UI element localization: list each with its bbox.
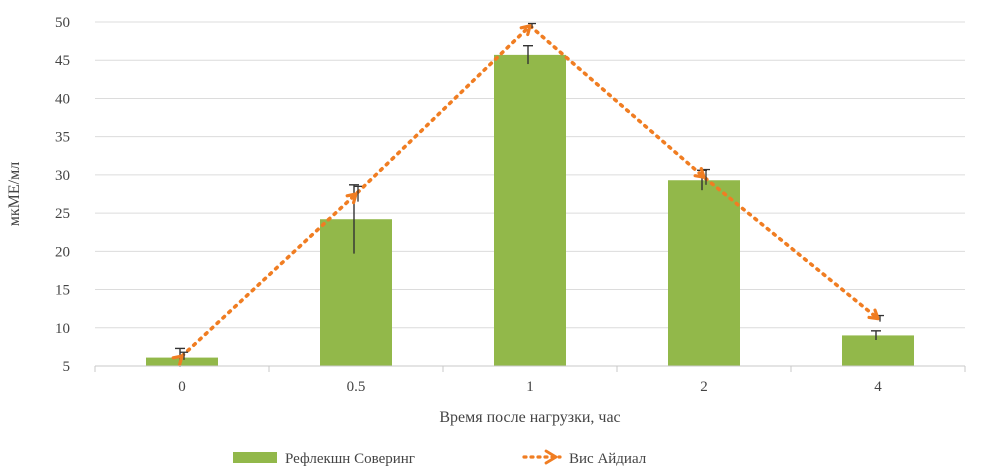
x-tick-label: 0.5: [347, 379, 366, 395]
y-tick-label: 15: [55, 283, 70, 299]
bar: [668, 180, 740, 366]
y-tick-label: 50: [55, 15, 70, 31]
line-point-marker: [519, 24, 532, 37]
bar: [320, 219, 392, 366]
line-series: [171, 22, 884, 367]
x-tick-label: 2: [700, 379, 708, 395]
legend-bar-swatch: [233, 452, 277, 463]
y-axis-title: мкМЕ/мл: [6, 162, 23, 226]
y-axis-ticks: 5 10 15 20 25 30 35 40 45 50: [55, 15, 70, 375]
bar-series: [146, 44, 914, 367]
y-tick-label: 35: [55, 130, 70, 146]
x-axis-title: Время после нагрузки, час: [439, 409, 620, 426]
bar: [494, 54, 566, 366]
line-point-marker: [867, 308, 880, 321]
line-point-marker: [693, 166, 706, 179]
x-tick-label: 4: [874, 379, 882, 395]
legend: Рефлекшн Соверинг Вис Айдиал: [233, 449, 647, 467]
y-tick-label: 45: [55, 53, 70, 69]
line-point-marker: [345, 192, 358, 205]
y-tick-label: 30: [55, 168, 70, 184]
y-tick-label: 5: [63, 359, 71, 375]
x-tick-label: 0: [178, 379, 186, 395]
line-point-marker: [171, 354, 184, 367]
legend-line-arrow-icon: [544, 449, 558, 465]
x-axis-ticks: 0 0.5 1 2 4: [94, 366, 966, 395]
y-tick-label: 10: [55, 321, 70, 337]
legend-line-label: Вис Айдиал: [569, 451, 647, 467]
y-tick-label: 25: [55, 206, 70, 222]
legend-bar-label: Рефлекшн Соверинг: [285, 451, 415, 467]
y-tick-label: 40: [55, 91, 70, 107]
y-tick-label: 20: [55, 244, 70, 260]
bar: [842, 335, 914, 366]
x-tick-label: 1: [526, 379, 534, 395]
